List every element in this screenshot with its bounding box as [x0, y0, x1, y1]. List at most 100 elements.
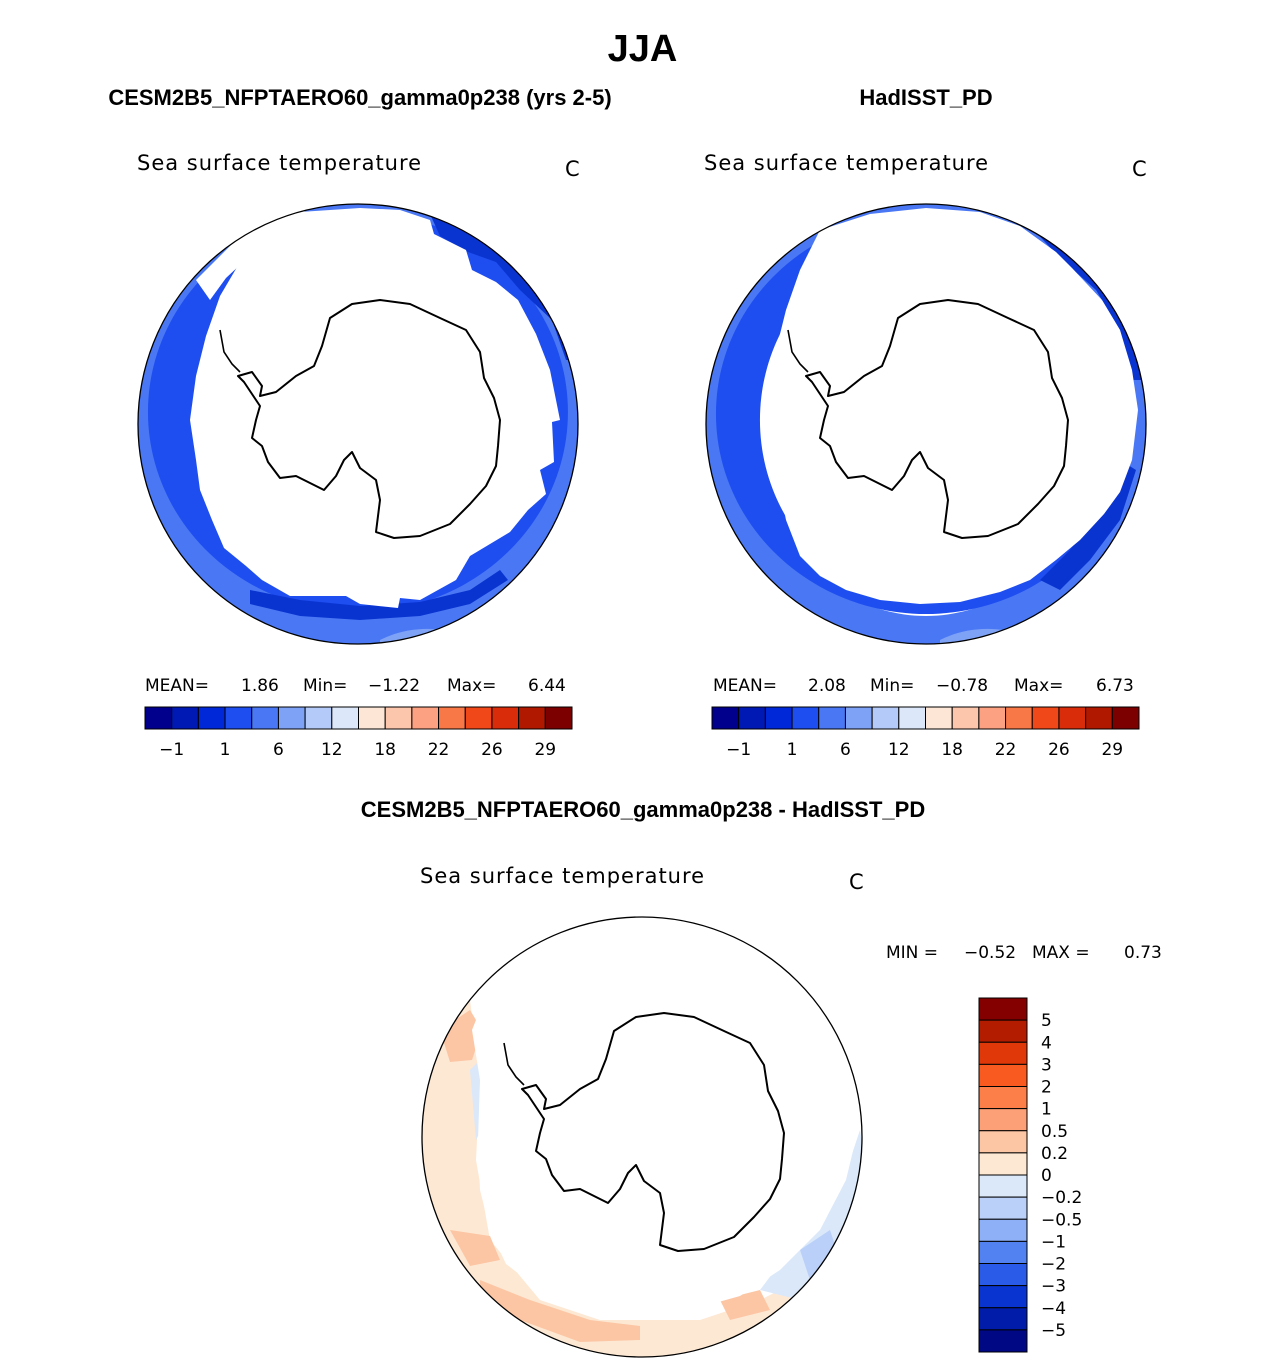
diff-colorbar-tick-label: 3 — [1041, 1055, 1052, 1075]
left-sst-east-band — [430, 214, 578, 360]
left-peninsula-line — [219, 329, 241, 373]
diff-colorbar-swatch — [978, 1108, 1028, 1132]
diff-colorbar-tick-label: 0 — [1041, 1166, 1052, 1186]
diff-colorbar-swatch — [978, 1218, 1028, 1242]
right-panel-title: HadISST_PD — [859, 85, 993, 110]
left-colorbar: −1 1 6 12 18 22 26 29 — [144, 706, 573, 760]
right-colorbar-swatch — [1111, 706, 1140, 730]
diff-warm-south-patch — [480, 1280, 640, 1342]
right-colorbar-tick-label: 1 — [787, 740, 798, 760]
right-sea-ice-region — [770, 208, 1138, 604]
diff-peninsula-line — [503, 1042, 525, 1086]
diff-map-boundary — [421, 916, 863, 1358]
right-map-boundary — [705, 203, 1147, 645]
diff-colorbar-swatch — [978, 1086, 1028, 1110]
diff-variable-label: Sea surface temperature — [420, 864, 706, 888]
left-colorbar-tick-label: 26 — [481, 740, 503, 760]
diff-colorbar-swatch — [978, 1329, 1028, 1353]
diff-colorbar-swatch — [978, 1196, 1028, 1220]
left-variable-label: Sea surface temperature — [137, 151, 423, 175]
left-colorbar-tick-label: 22 — [428, 740, 450, 760]
right-colorbar-swatch — [791, 706, 820, 730]
diff-colorbar-tick-label: 0.2 — [1041, 1144, 1068, 1164]
diff-colorbar-swatch — [978, 1263, 1028, 1287]
right-mean-label: MEAN= — [713, 676, 777, 696]
diff-colorbar-tick-label: −2 — [1041, 1255, 1066, 1275]
right-max-value: 6.73 — [1096, 676, 1134, 696]
diff-units-label: C — [849, 870, 865, 894]
right-colorbar-swatch — [711, 706, 740, 730]
right-min-label: Min= — [870, 676, 915, 696]
left-max-label: Max= — [447, 676, 497, 696]
left-colorbar-swatch — [491, 706, 520, 730]
diff-warm-west-patch — [450, 1230, 500, 1266]
left-colorbar-tick-label: −1 — [159, 740, 184, 760]
diff-colorbar-tick-label: 0.5 — [1041, 1122, 1068, 1142]
left-colorbar-swatch — [544, 706, 573, 730]
left-colorbar-swatch — [277, 706, 306, 730]
right-colorbar-tick-label: 26 — [1048, 740, 1070, 760]
diff-cool-se-patch — [800, 1230, 840, 1280]
diff-map — [421, 916, 863, 1358]
diff-colorbar-tick-label: −5 — [1041, 1321, 1066, 1341]
left-antarctica-coastline — [237, 299, 501, 539]
left-map — [137, 203, 579, 645]
diff-colorbar-tick-label: 2 — [1041, 1078, 1052, 1098]
diff-colorbar-swatch — [978, 1152, 1028, 1176]
diff-colorbar: 543 210.50.20−0.2−0.5−1 −2−3−4−5 — [978, 997, 1082, 1353]
diff-colorbar-swatch — [978, 1307, 1028, 1331]
left-colorbar-swatch — [197, 706, 226, 730]
diff-colorbar-swatch — [978, 1240, 1028, 1264]
left-colorbar-tick-label: 29 — [534, 740, 556, 760]
right-colorbar-swatch — [1085, 706, 1113, 730]
left-colorbar-swatch — [384, 706, 413, 730]
right-mean-value: 2.08 — [808, 676, 846, 696]
right-min-value: −0.78 — [936, 676, 989, 696]
diff-colorbar-tick-label: −0.2 — [1041, 1188, 1082, 1208]
right-colorbar-swatch — [844, 706, 873, 730]
left-colorbar-swatch — [358, 706, 386, 730]
left-max-value: 6.44 — [528, 676, 566, 696]
right-colorbar-swatch — [764, 706, 793, 730]
right-peninsula-line — [787, 329, 809, 373]
page-title: JJA — [607, 28, 678, 70]
diff-colorbar-tick-label: −4 — [1041, 1299, 1066, 1319]
right-colorbar-swatch — [925, 706, 953, 730]
diff-colorbar-tick-label: 5 — [1041, 1011, 1052, 1031]
left-sea-ice-region — [190, 208, 560, 608]
diff-panel-title: CESM2B5_NFPTAERO60_gamma0p238 - HadISST_… — [360, 797, 926, 822]
right-colorbar-swatch — [1005, 706, 1033, 730]
left-units-label: C — [565, 157, 581, 181]
right-map — [705, 203, 1147, 645]
right-colorbar-swatch — [871, 706, 900, 730]
diff-colorbar-swatch — [978, 1041, 1028, 1065]
right-variable-label: Sea surface temperature — [704, 151, 990, 175]
diff-colorbar-tick-label: −1 — [1041, 1232, 1066, 1252]
right-max-label: Max= — [1014, 676, 1064, 696]
left-min-value: −1.22 — [368, 676, 421, 696]
left-colorbar-swatch — [224, 706, 253, 730]
right-colorbar-tick-label: 22 — [995, 740, 1017, 760]
diff-min-label: MIN = — [886, 943, 939, 963]
left-sea-ice-nw-wedge — [196, 204, 318, 300]
right-units-label: C — [1132, 157, 1148, 181]
right-colorbar-tick-label: 12 — [888, 740, 910, 760]
right-colorbar-swatch — [738, 706, 766, 730]
left-colorbar-swatch — [171, 706, 199, 730]
diff-colorbar-swatch — [978, 1130, 1028, 1154]
left-colorbar-swatch — [411, 706, 440, 730]
left-colorbar-swatch — [464, 706, 493, 730]
right-colorbar-tick-label: 29 — [1101, 740, 1123, 760]
right-colorbar-swatch — [1058, 706, 1087, 730]
right-colorbar-tick-label: −1 — [726, 740, 751, 760]
diff-colorbar-tick-label: 4 — [1041, 1033, 1052, 1053]
right-colorbar-swatch — [898, 706, 926, 730]
left-sst-south-band — [250, 570, 508, 620]
left-colorbar-tick-label: 18 — [374, 740, 396, 760]
right-colorbar-tick-label: 6 — [840, 740, 851, 760]
diff-colorbar-tick-label: 1 — [1041, 1100, 1052, 1120]
diff-colorbar-swatch — [978, 1019, 1028, 1043]
left-colorbar-swatch — [251, 706, 279, 730]
left-colorbar-swatch — [304, 706, 333, 730]
